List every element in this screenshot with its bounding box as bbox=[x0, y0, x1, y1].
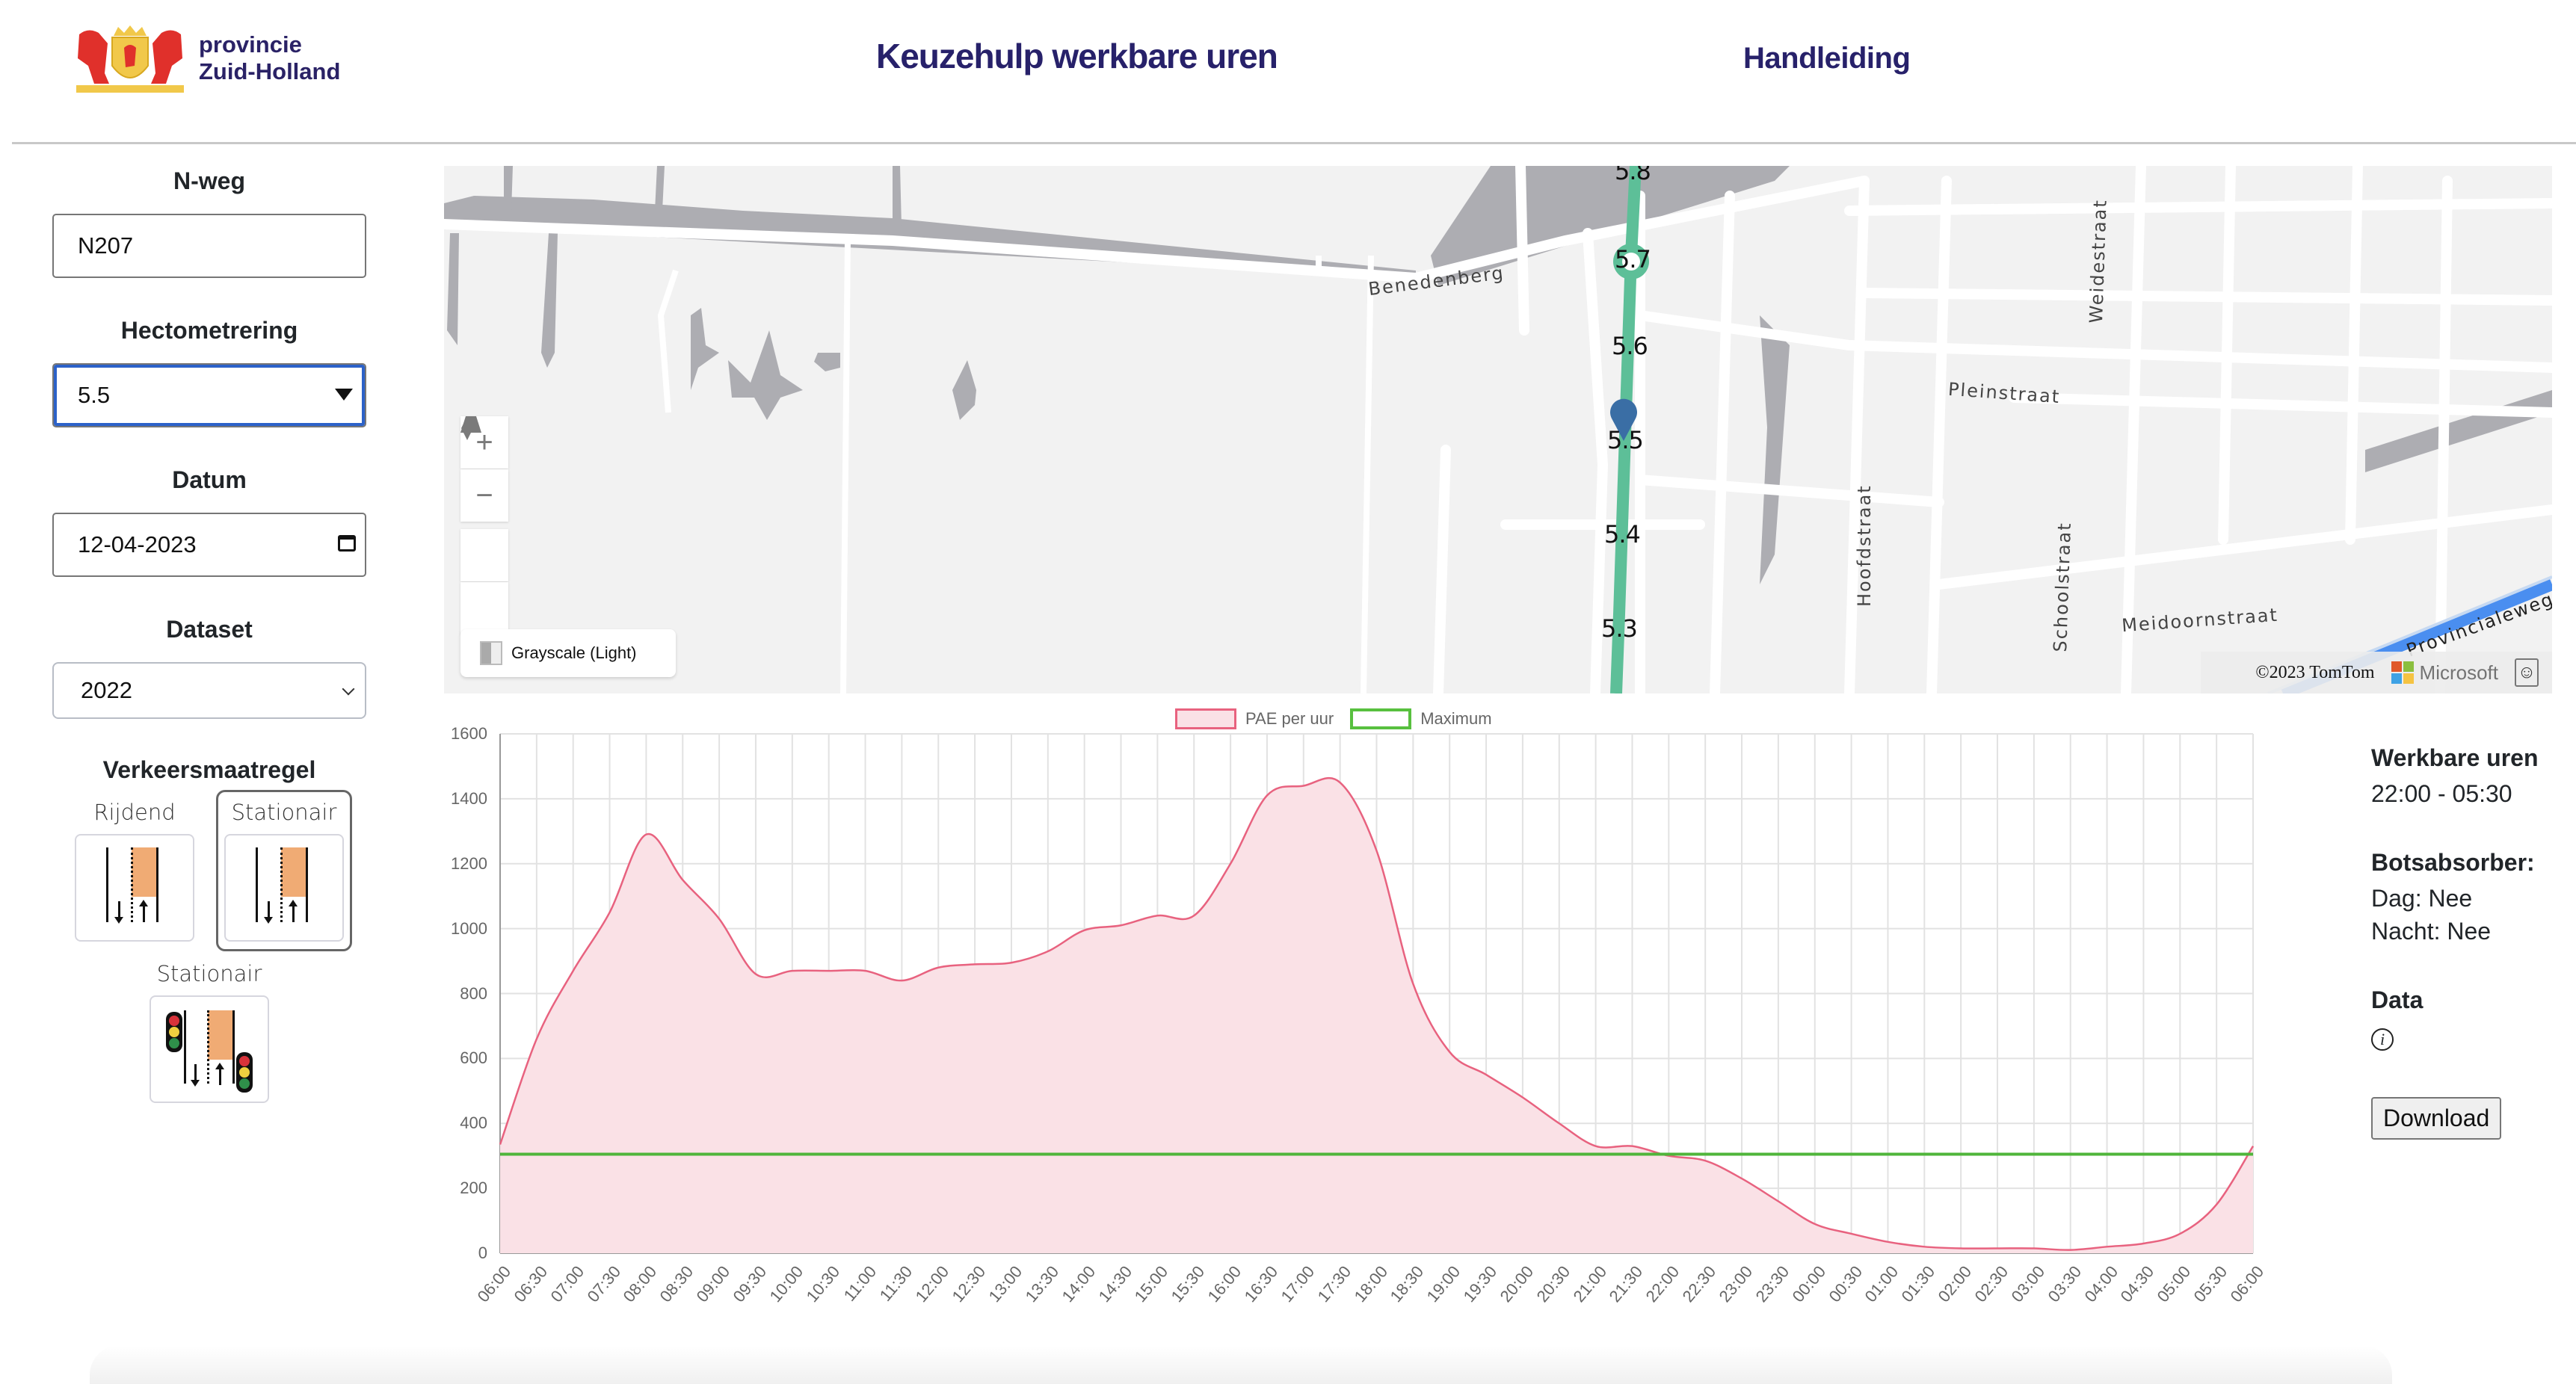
y-tick-label: 600 bbox=[460, 1048, 487, 1068]
werkbare-uren-value: 22:00 - 05:30 bbox=[2371, 780, 2512, 807]
logo[interactable]: provincie Zuid-Holland bbox=[72, 21, 356, 96]
y-tick-label: 1200 bbox=[451, 853, 487, 873]
map-style-label: Grayscale (Light) bbox=[511, 643, 637, 662]
legend-swatch-pae[interactable] bbox=[1175, 708, 1236, 729]
nweg-input[interactable]: N207 bbox=[52, 214, 366, 278]
page-title: Keuzehulp werkbare uren bbox=[876, 37, 1278, 75]
download-button[interactable]: Download bbox=[2371, 1097, 2502, 1140]
calendar-icon[interactable] bbox=[338, 535, 356, 552]
chart-legend: PAE per uur Maximum bbox=[1175, 708, 1492, 729]
nweg-label: N-weg bbox=[173, 167, 245, 194]
compass-button[interactable] bbox=[460, 416, 508, 581]
lane-closure-icon bbox=[224, 834, 344, 942]
feedback-button[interactable]: ☺ bbox=[2515, 658, 2539, 687]
hectometrering-value: 5.5 bbox=[78, 382, 111, 408]
hectometer-label: 5.7 bbox=[1615, 245, 1651, 274]
legend-label-pae[interactable]: PAE per uur bbox=[1245, 709, 1334, 728]
map-tiles bbox=[444, 166, 2552, 693]
pitch-icon bbox=[460, 416, 481, 433]
y-tick-label: 800 bbox=[460, 983, 487, 1003]
dataset-value: 2022 bbox=[81, 677, 132, 703]
legend-label-maximum[interactable]: Maximum bbox=[1420, 709, 1492, 728]
botsabsorber-dag: Dag: Nee bbox=[2371, 885, 2473, 912]
datum-label: Datum bbox=[172, 466, 247, 493]
street-label: Hoofdstraat bbox=[1854, 484, 1875, 607]
datum-value: 12-04-2023 bbox=[78, 531, 197, 557]
map-style-icon bbox=[480, 641, 502, 665]
lane-closure-icon bbox=[75, 834, 194, 942]
y-tick-label: 400 bbox=[460, 1113, 487, 1133]
sidebar: N-weg N207 Hectometrering 5.5 Datum 12-0… bbox=[45, 164, 374, 1113]
y-tick-label: 0 bbox=[478, 1244, 487, 1262]
logo-line-1: provincie bbox=[199, 31, 302, 58]
measure-option-label: Rijdend bbox=[93, 800, 176, 825]
coat-of-arms-icon bbox=[72, 21, 188, 96]
y-tick-label: 1000 bbox=[451, 918, 487, 938]
manual-link[interactable]: Handleiding bbox=[1743, 42, 1911, 75]
pitch-button[interactable] bbox=[460, 416, 508, 634]
pae-chart: 0 200 400 600 800 1000 1200 1400 1600 06:00 06:30… bbox=[449, 724, 2273, 1323]
y-tick-label: 200 bbox=[460, 1178, 487, 1198]
data-label: Data bbox=[2371, 986, 2424, 1013]
map-controls: + − bbox=[460, 416, 508, 634]
tomtom-attribution: ©2023 TomTom bbox=[2255, 662, 2375, 682]
verkeersmaatregel-label: Verkeersmaatregel bbox=[102, 756, 316, 783]
hectometrering-label: Hectometrering bbox=[120, 317, 298, 344]
microsoft-logo: Microsoft bbox=[2391, 661, 2498, 685]
header: provincie Zuid-Holland Keuzehulp werkbar… bbox=[0, 0, 2576, 144]
measure-option-label: Stationair bbox=[156, 961, 262, 986]
map[interactable]: 5.8 5.7 5.6 5.5 5.4 5.3 Benedenberg Plei… bbox=[444, 166, 2552, 693]
measure-option-stationair-traffic-lights[interactable]: Stationair bbox=[141, 951, 277, 1113]
datum-input[interactable]: 12-04-2023 bbox=[52, 513, 366, 577]
hectometer-label: 5.4 bbox=[1604, 520, 1641, 549]
measure-option-label: Stationair bbox=[231, 800, 337, 825]
botsabsorber-nacht: Nacht: Nee bbox=[2371, 918, 2492, 945]
werkbare-uren-label: Werkbare uren bbox=[2371, 744, 2539, 771]
hectometrering-select[interactable]: 5.5 bbox=[52, 363, 366, 427]
chart-canvas bbox=[499, 733, 2255, 1254]
measure-option-rijdend[interactable]: Rijdend bbox=[67, 790, 203, 951]
map-attribution: ©2023 TomTom Microsoft ☺ bbox=[2201, 652, 2552, 693]
map-style-picker[interactable]: Grayscale (Light) bbox=[460, 629, 676, 677]
info-icon[interactable]: i bbox=[2371, 1028, 2394, 1051]
measure-option-stationair[interactable]: Stationair bbox=[216, 790, 352, 951]
dataset-select[interactable]: 2022 bbox=[52, 662, 366, 719]
caret-down-icon bbox=[335, 389, 353, 401]
hectometer-label: 5.8 bbox=[1615, 166, 1651, 185]
botsabsorber-label: Botsabsorber: bbox=[2371, 849, 2535, 876]
hectometer-label: 5.6 bbox=[1612, 332, 1648, 360]
legend-swatch-maximum[interactable] bbox=[1350, 708, 1412, 729]
chevron-down-icon bbox=[342, 682, 355, 696]
zoom-out-button[interactable]: − bbox=[460, 469, 508, 522]
header-divider bbox=[12, 142, 2576, 144]
street-label: Weidestraat bbox=[2086, 198, 2111, 324]
info-panel: Werkbare uren 22:00 - 05:30 Botsabsorber… bbox=[2371, 744, 2566, 1140]
nweg-value: N207 bbox=[78, 232, 134, 259]
logo-line-2: Zuid-Holland bbox=[199, 58, 341, 84]
traffic-light-closure-icon bbox=[150, 995, 269, 1103]
y-tick-label: 1600 bbox=[451, 724, 487, 743]
hectometer-label: 5.3 bbox=[1601, 614, 1638, 643]
footer-shadow bbox=[90, 1345, 2392, 1384]
selected-location-marker bbox=[1610, 398, 1637, 441]
dataset-label: Dataset bbox=[166, 616, 253, 643]
y-tick-label: 1400 bbox=[451, 788, 487, 808]
hectometer-label: 5.5 bbox=[1607, 426, 1644, 454]
